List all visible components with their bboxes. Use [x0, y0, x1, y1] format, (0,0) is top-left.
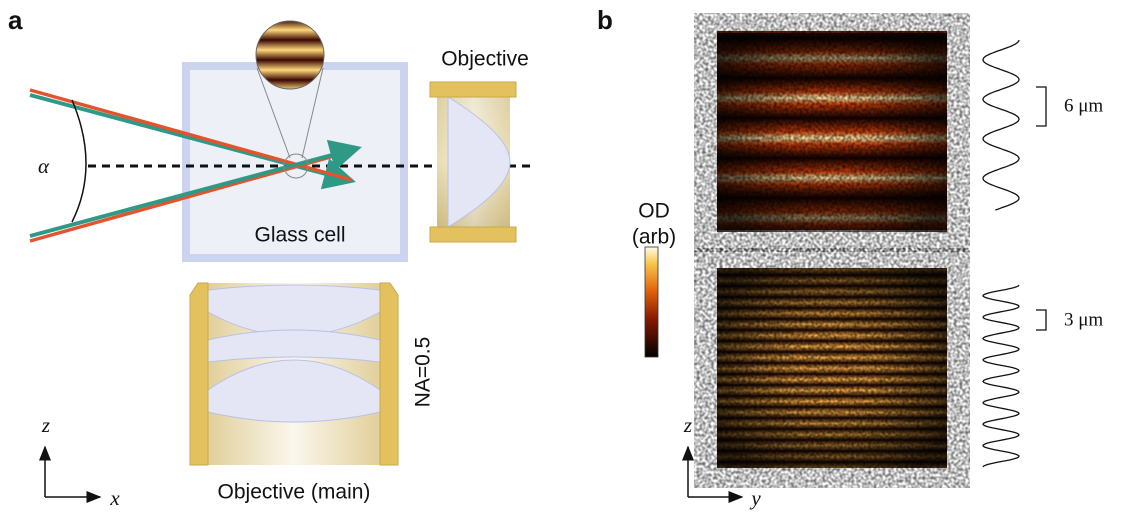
axis-x: x	[109, 486, 120, 510]
image-6um	[717, 31, 947, 232]
colorbar-title: OD	[638, 200, 670, 223]
axis-z: z	[41, 413, 50, 437]
angle-label: α	[38, 154, 50, 178]
axes-a	[45, 447, 100, 497]
main-objective	[190, 283, 398, 465]
panel-label: a	[8, 5, 23, 35]
main-objective-label: Objective (main)	[218, 481, 371, 504]
colorbar-unit: (arb)	[632, 226, 676, 249]
spacing-label: 6 μm	[1064, 95, 1103, 116]
image-3um	[717, 268, 947, 468]
figure: a Glass cell α Objective NA=0.5 Objectiv…	[0, 0, 1123, 513]
colorbar	[645, 247, 658, 357]
objective-label: Objective	[441, 48, 529, 71]
side-objective	[430, 82, 516, 242]
na-label: NA=0.5	[412, 337, 435, 408]
axis-z: z	[683, 413, 692, 437]
spacing-label: 3 μm	[1064, 309, 1103, 330]
panel-label: b	[597, 5, 613, 35]
angle-arc	[72, 100, 86, 222]
bracket	[1036, 87, 1046, 126]
axis-y: y	[749, 486, 761, 510]
profile-6um	[983, 40, 1019, 210]
cell-label: Glass cell	[254, 224, 345, 247]
bracket	[1036, 310, 1046, 330]
profile-3um	[983, 285, 1019, 467]
